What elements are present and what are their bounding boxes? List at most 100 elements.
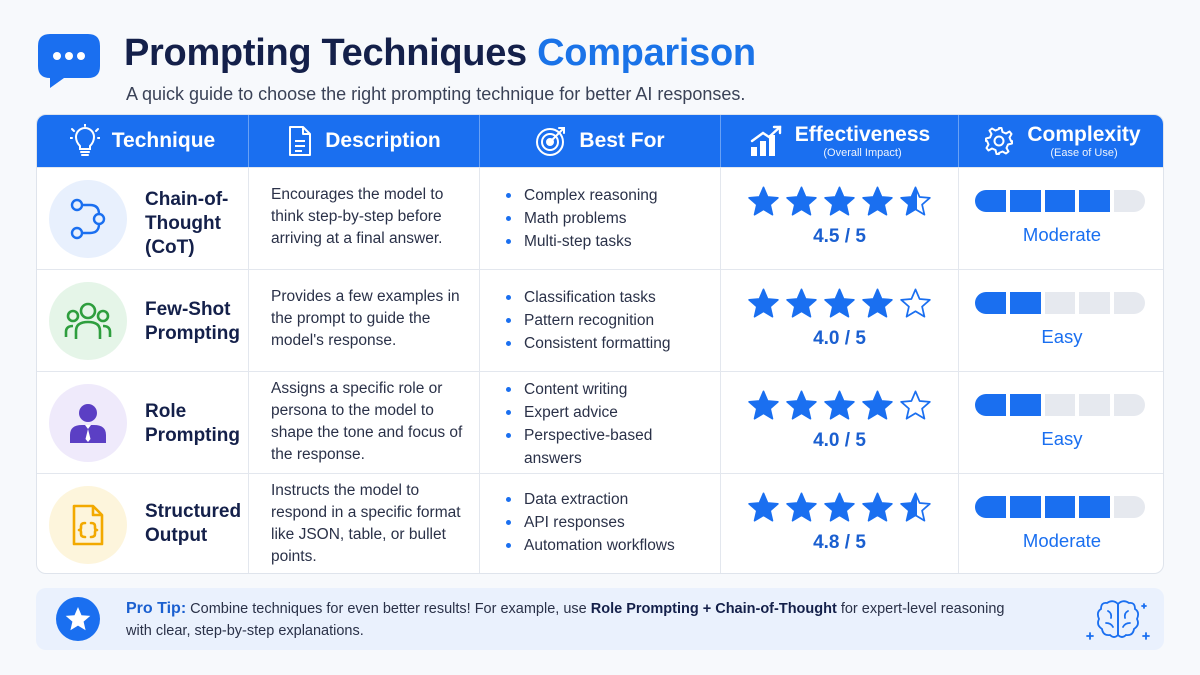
complexity-segment-filled — [1009, 190, 1041, 212]
complexity-bar — [975, 292, 1145, 314]
star-filled-icon — [786, 186, 817, 216]
star-filled-icon — [748, 288, 779, 318]
technique-name: Structured Output — [145, 501, 242, 546]
best-for-cell: Data extraction API responses Automation… — [479, 474, 720, 573]
flow-diagram-icon — [49, 180, 127, 258]
complexity-segment-filled — [1009, 496, 1041, 518]
star-half-icon — [900, 492, 931, 522]
description-cell: Instructs the model to respond in a spec… — [248, 474, 479, 573]
description-text: Encourages the model to think step-by-st… — [271, 186, 444, 247]
complexity-cell: Moderate — [958, 168, 1163, 269]
list-item: Math problems — [506, 207, 658, 230]
description-text: Provides a few examples in the prompt to… — [271, 288, 460, 349]
title-main: Prompting Techniques — [124, 32, 527, 74]
star-filled-icon — [824, 186, 855, 216]
complexity-cell: Easy — [958, 270, 1163, 371]
column-sublabel: (Ease of Use) — [1050, 147, 1118, 159]
rating-value: 4.0 / 5 — [813, 328, 866, 349]
technique-name: Chain-of- Thought (CoT) — [145, 189, 229, 258]
table-row: Chain-of- Thought (CoT) Encourages the m… — [37, 167, 1163, 269]
star-filled-icon — [786, 390, 817, 420]
star-half-icon — [900, 186, 931, 216]
complexity-bar — [975, 190, 1145, 212]
column-sublabel: (Overall Impact) — [823, 147, 902, 159]
complexity-segment-filled — [975, 496, 1006, 518]
person-icon — [49, 384, 127, 462]
complexity-segment-filled — [1044, 496, 1076, 518]
star-rating — [721, 390, 958, 421]
complexity-segment-empty — [1044, 292, 1076, 314]
star-empty-icon — [900, 390, 931, 420]
technique-cell: Few-Shot Prompting — [37, 270, 248, 371]
star-icon — [56, 597, 100, 641]
star-filled-icon — [748, 390, 779, 420]
list-item: Automation workflows — [506, 534, 675, 557]
technique-name: Role Prompting — [145, 401, 240, 446]
technique-cell: Chain-of- Thought (CoT) — [37, 168, 248, 269]
list-item: Data extraction — [506, 488, 675, 511]
list-item: Consistent formatting — [506, 332, 670, 355]
description-cell: Encourages the model to think step-by-st… — [248, 168, 479, 269]
complexity-segment-filled — [1079, 190, 1111, 212]
gear-icon — [985, 127, 1014, 155]
page-subtitle: A quick guide to choose the right prompt… — [126, 84, 746, 104]
list-item: API responses — [506, 511, 675, 534]
pro-tip-banner: Pro Tip: Combine techniques for even bet… — [36, 588, 1164, 650]
column-header-effectiveness: Effectiveness (Overall Impact) — [720, 115, 958, 167]
complexity-bar — [975, 394, 1145, 416]
complexity-level: Moderate — [1022, 224, 1102, 245]
star-filled-icon — [862, 492, 893, 522]
complexity-segment-filled — [1079, 496, 1111, 518]
complexity-cell: Moderate — [958, 474, 1163, 573]
page-header: Prompting Techniques Comparison A quick … — [36, 28, 1166, 108]
list-item: Content writing — [506, 378, 686, 401]
complexity-segment-empty — [1079, 394, 1111, 416]
description-text: Assigns a specific role or persona to th… — [271, 380, 463, 463]
complexity-segment-filled — [1009, 292, 1041, 314]
star-filled-icon — [786, 492, 817, 522]
complexity-segment-empty — [1114, 190, 1145, 212]
best-for-list: Data extraction API responses Automation… — [506, 488, 675, 557]
document-icon — [289, 126, 312, 156]
effectiveness-cell: 4.5 / 5 — [720, 168, 958, 269]
column-label: Description — [325, 129, 441, 152]
chat-bubble-icon — [38, 34, 100, 88]
complexity-segment-filled — [1009, 394, 1041, 416]
technique-name: Few-Shot Prompting — [145, 299, 240, 344]
best-for-cell: Classification tasks Pattern recognition… — [479, 270, 720, 371]
column-header-technique: Technique — [37, 115, 248, 167]
column-label: Technique — [111, 129, 216, 152]
complexity-level: Easy — [1041, 326, 1083, 347]
list-item: Perspective-based answers — [506, 424, 686, 470]
complexity-segment-empty — [1044, 394, 1076, 416]
best-for-cell: Complex reasoning Math problems Multi-st… — [479, 168, 720, 269]
technique-cell: Structured Output — [37, 474, 248, 573]
best-for-list: Complex reasoning Math problems Multi-st… — [506, 184, 658, 253]
column-label: Best For — [579, 129, 665, 152]
table-row: Structured Output Instructs the model to… — [37, 473, 1163, 573]
complexity-segment-filled — [975, 190, 1006, 212]
page-title: Prompting Techniques Comparison — [124, 32, 756, 75]
complexity-segment-filled — [975, 292, 1006, 314]
star-empty-icon — [900, 288, 931, 318]
star-rating — [721, 288, 958, 319]
complexity-bar — [975, 496, 1145, 518]
list-item: Classification tasks — [506, 286, 670, 309]
rating-value: 4.0 / 5 — [813, 430, 866, 451]
pro-tip-text: Pro Tip: Combine techniques for even bet… — [126, 598, 1026, 642]
star-filled-icon — [824, 390, 855, 420]
star-rating — [721, 492, 958, 523]
star-filled-icon — [748, 186, 779, 216]
brain-icon — [1086, 600, 1150, 640]
list-item: Pattern recognition — [506, 309, 670, 332]
complexity-segment-filled — [1044, 190, 1076, 212]
list-item: Complex reasoning — [506, 184, 658, 207]
table-row: Role Prompting Assigns a specific role o… — [37, 371, 1163, 473]
best-for-list: Classification tasks Pattern recognition… — [506, 286, 670, 355]
list-item: Expert advice — [506, 401, 686, 424]
pro-tip-body: Combine techniques for even better resul… — [186, 601, 591, 617]
best-for-cell: Content writing Expert advice Perspectiv… — [479, 372, 720, 473]
rating-value: 4.8 / 5 — [813, 532, 866, 553]
pro-tip-highlight: Role Prompting + Chain-of-Thought — [590, 601, 837, 617]
pro-tip-label: Pro Tip: — [126, 600, 187, 617]
